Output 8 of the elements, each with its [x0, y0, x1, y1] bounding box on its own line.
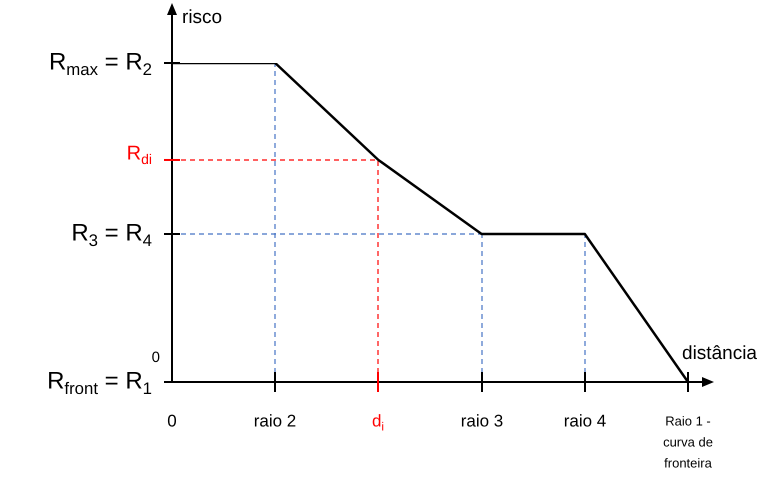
x-axis-title: distância	[682, 343, 758, 364]
x-tick-label: Raio 1 - curva de fronteira	[663, 414, 713, 471]
x-tick-label: raio 3	[460, 412, 504, 431]
x-tick-label: raio 2	[254, 412, 296, 431]
y-axis-title: risco	[182, 7, 222, 28]
x-tick-label: raio 4	[564, 412, 606, 431]
text: 0	[152, 349, 160, 366]
x-tick-label: 0	[167, 412, 177, 431]
